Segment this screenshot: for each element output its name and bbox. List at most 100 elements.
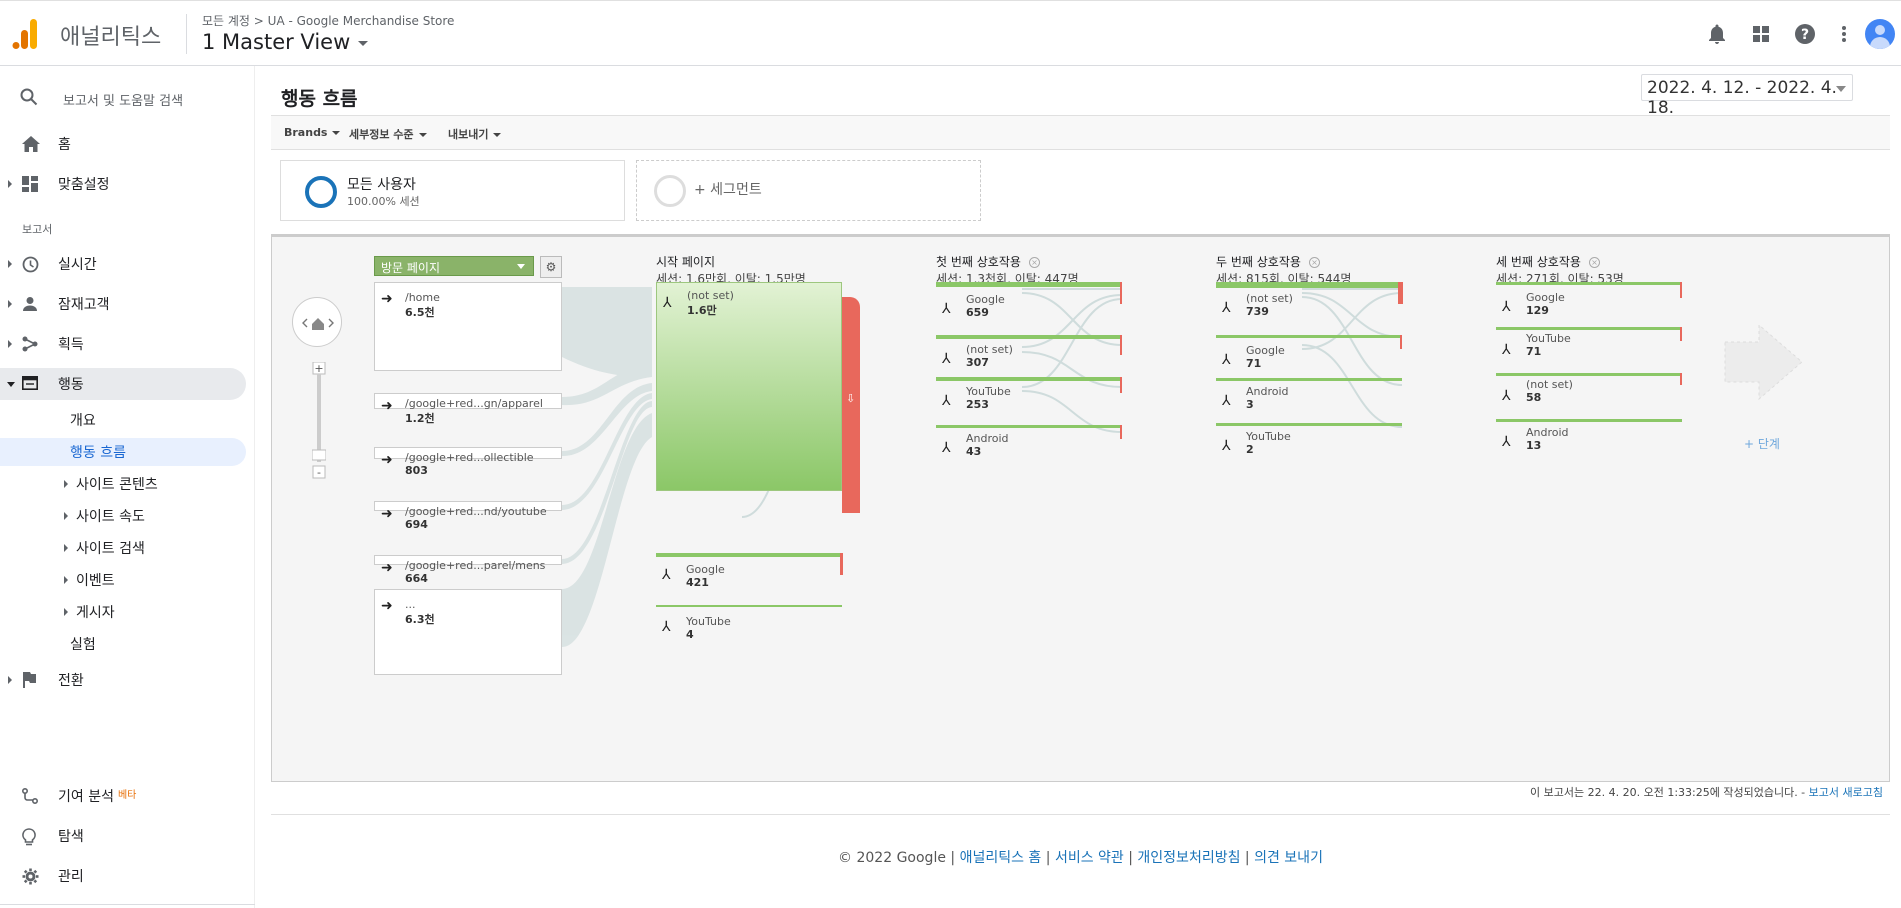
nav-customization[interactable]: 맞춤설정 xyxy=(0,168,246,200)
interaction-icon: ⅄ xyxy=(1502,342,1511,358)
pan-control[interactable] xyxy=(292,297,342,347)
account-breadcrumb[interactable]: 모든 계정 > UA - Google Merchandise Store xyxy=(202,14,455,28)
dropoff-bar[interactable] xyxy=(840,553,843,575)
bell-icon[interactable] xyxy=(1695,19,1739,49)
dropoff-bar[interactable] xyxy=(1120,282,1122,304)
third-node-notset[interactable]: ⅄ (not set) 58 xyxy=(1496,376,1682,412)
footer-link-feedback[interactable]: 의견 보내기 xyxy=(1254,850,1323,866)
refresh-report-link[interactable]: 보고서 새로고침 xyxy=(1808,786,1883,799)
footer-link-terms[interactable]: 서비스 약관 xyxy=(1054,850,1124,866)
second-node-google[interactable]: ⅄ Google 71 xyxy=(1216,338,1402,374)
landing-node[interactable]: ➜ ... 6.3천 xyxy=(374,589,562,675)
dropoff-bar[interactable] xyxy=(1120,377,1122,393)
apps-icon[interactable] xyxy=(1739,19,1783,49)
nav-admin[interactable]: 관리 xyxy=(0,860,246,892)
nav-discover[interactable]: 탐색 xyxy=(0,820,246,852)
interaction-icon: ⅄ xyxy=(942,301,951,317)
landing-node[interactable]: ➜ /home 6.5천 xyxy=(374,282,562,371)
clock-icon xyxy=(22,256,40,274)
dropoff-bar[interactable] xyxy=(1400,335,1402,349)
dropoff-bar[interactable] xyxy=(1680,327,1682,341)
nav-experiments[interactable]: 실험 xyxy=(0,630,246,658)
dropoff-bar[interactable] xyxy=(1680,373,1682,385)
caret-down-icon xyxy=(418,133,427,137)
start-node-google[interactable]: ⅄ Google 421 xyxy=(656,557,842,589)
footer-link-privacy[interactable]: 개인정보처리방침 xyxy=(1137,850,1241,866)
landing-node[interactable]: ➜ /google+red...ollectible 803 xyxy=(374,447,562,477)
date-range-picker[interactable]: 2022. 4. 12. - 2022. 4. 18. xyxy=(1641,74,1853,118)
interaction-icon: ⅄ xyxy=(1502,434,1511,450)
more-vert-icon[interactable] xyxy=(1827,19,1861,49)
dropoff-bar[interactable]: ⇩ xyxy=(842,297,860,513)
nav-behavior-flow[interactable]: 행동 흐름 xyxy=(0,438,246,466)
nav-site-content[interactable]: 사이트 콘텐츠 xyxy=(0,470,246,498)
node-value: 739 xyxy=(1246,305,1269,318)
view-selector[interactable]: 1 Master View xyxy=(202,30,369,54)
node-value: 694 xyxy=(405,518,428,531)
first-node-google[interactable]: ⅄ Google 659 xyxy=(936,287,1122,323)
close-icon[interactable]: × xyxy=(1308,257,1320,268)
dropoff-bar[interactable] xyxy=(1680,282,1682,298)
second-node-youtube[interactable]: ⅄ YouTube 2 xyxy=(1216,426,1402,462)
dropoff-bar[interactable] xyxy=(1120,425,1122,439)
nav-conversions[interactable]: 전환 xyxy=(0,664,246,696)
gear-icon xyxy=(22,868,40,886)
export-menu[interactable]: 내보내기 xyxy=(448,126,502,142)
third-node-bar xyxy=(1496,419,1682,422)
caret-down-icon xyxy=(358,40,369,46)
first-node-youtube[interactable]: ⅄ YouTube 253 xyxy=(936,381,1122,417)
first-node-android[interactable]: ⅄ Android 43 xyxy=(936,428,1122,464)
footer-link-analytics-home[interactable]: 애널리틱스 홈 xyxy=(959,850,1042,866)
nav-realtime[interactable]: 실시간 xyxy=(0,248,246,280)
nav-audience[interactable]: 잠재고객 xyxy=(0,288,246,320)
nav-events[interactable]: 이벤트 xyxy=(0,566,246,594)
dropoff-bar[interactable] xyxy=(1398,282,1403,304)
account-avatar[interactable] xyxy=(1865,19,1895,49)
add-step-button[interactable]: + 단계 xyxy=(1744,437,1780,451)
landing-node[interactable]: ➜ /google+red...gn/apparel 1.2천 xyxy=(374,393,562,425)
nav-site-search[interactable]: 사이트 검색 xyxy=(0,534,246,562)
zoom-slider[interactable]: + - xyxy=(311,361,327,482)
nav-behavior-overview[interactable]: 개요 xyxy=(0,406,246,434)
second-node-android[interactable]: ⅄ Android 3 xyxy=(1216,381,1402,417)
third-node-android[interactable]: ⅄ Android 13 xyxy=(1496,422,1682,458)
start-node-notset[interactable]: ⅄ (not set) 1.6만 xyxy=(656,282,842,491)
add-segment-button[interactable]: + 세그먼트 xyxy=(636,160,981,221)
second-node-notset[interactable]: ⅄ (not set) 739 xyxy=(1216,288,1402,324)
node-name: Google xyxy=(1526,291,1565,304)
search-placeholder: 보고서 및 도움말 검색 xyxy=(63,94,184,109)
third-node-google[interactable]: ⅄ Google 129 xyxy=(1496,285,1682,321)
sidebar-divider xyxy=(0,904,255,905)
app-title[interactable]: 애널리틱스 xyxy=(60,25,162,50)
nav-events-label: 이벤트 xyxy=(76,573,115,589)
landing-node[interactable]: ➜ /google+red...nd/youtube 694 xyxy=(374,501,562,531)
third-node-youtube[interactable]: ⅄ YouTube 71 xyxy=(1496,330,1682,366)
segment-all-users[interactable]: 모든 사용자 100.00% 세션 xyxy=(280,160,625,221)
detail-level-menu[interactable]: 세부정보 수준 xyxy=(349,126,427,142)
first-node-notset[interactable]: ⅄ (not set) 307 xyxy=(936,339,1122,375)
node-value: 58 xyxy=(1526,391,1542,404)
nav-publisher-label: 게시자 xyxy=(76,605,115,621)
landing-node[interactable]: ➜ /google+red...parel/mens 664 xyxy=(374,555,562,585)
start-node-youtube[interactable]: ⅄ YouTube 4 xyxy=(656,607,842,641)
help-icon[interactable]: ? xyxy=(1783,19,1827,49)
nav-acquisition[interactable]: 획득 xyxy=(0,328,246,360)
report-search[interactable]: 보고서 및 도움말 검색 xyxy=(0,82,255,112)
nav-publisher[interactable]: 게시자 xyxy=(0,598,246,626)
close-icon[interactable]: × xyxy=(1028,257,1040,268)
close-icon[interactable]: × xyxy=(1588,257,1600,268)
node-value: 307 xyxy=(966,356,989,369)
nav-home[interactable]: 홈 xyxy=(0,128,246,160)
analytics-logo-icon[interactable] xyxy=(12,17,42,51)
nav-attribution[interactable]: 기여 분석 베타 xyxy=(0,780,246,812)
nav-site-speed[interactable]: 사이트 속도 xyxy=(0,502,246,530)
nav-site-speed-label: 사이트 속도 xyxy=(76,509,145,525)
column-title: 첫 번째 상호작용 xyxy=(936,255,1021,269)
nav-behavior[interactable]: 행동 xyxy=(0,368,246,400)
flow-settings-gear-icon[interactable]: ⚙ xyxy=(540,256,562,278)
dimension-select[interactable]: 방문 페이지 xyxy=(374,256,534,276)
brands-menu[interactable]: Brands xyxy=(284,126,341,139)
dropoff-bar[interactable] xyxy=(1120,335,1122,355)
reports-section-label: 보고서 xyxy=(22,223,53,236)
behavior-flow-chart[interactable]: + - 방문 페이지 ⚙ 시작 페이지 세션: 1.6만회, 이탈: 1.5만명 … xyxy=(271,234,1890,782)
